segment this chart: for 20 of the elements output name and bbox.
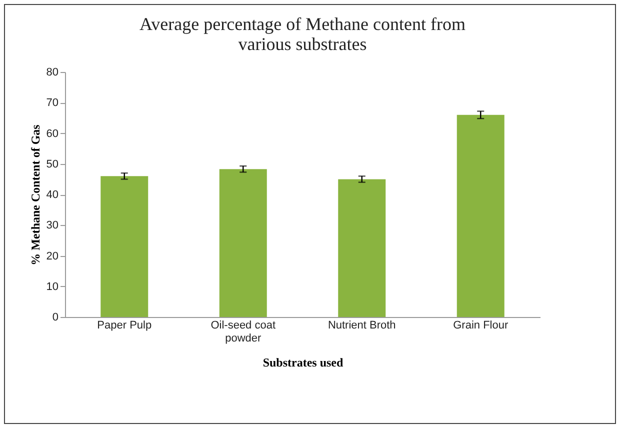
y-tick-label: 70: [46, 97, 58, 110]
y-tick-label: 60: [46, 128, 58, 140]
bar: [100, 176, 148, 317]
y-tick-label: 20: [46, 250, 58, 262]
x-tick-label: Grain Flour: [453, 320, 508, 332]
x-tick-label: Paper Pulp: [97, 320, 152, 332]
chart-title: Average percentage of Methane content from various substrates: [139, 14, 466, 54]
y-tick-label: 10: [46, 280, 58, 293]
y-tick-label: 50: [46, 158, 58, 170]
x-axis-title: Substrates used: [262, 356, 344, 370]
x-tick-label: Nutrient Broth: [328, 320, 396, 332]
y-tick-label: 80: [46, 66, 58, 78]
y-tick-label: 0: [52, 312, 58, 324]
y-tick-label: 30: [46, 220, 58, 232]
bar: [456, 114, 504, 317]
y-axis-title: % Methane Content of Gas: [28, 124, 42, 266]
x-tick-label: Oil-seed coat powder: [210, 320, 276, 344]
bar: [219, 169, 267, 317]
y-tick-label: 40: [46, 189, 58, 201]
bar: [338, 179, 386, 317]
